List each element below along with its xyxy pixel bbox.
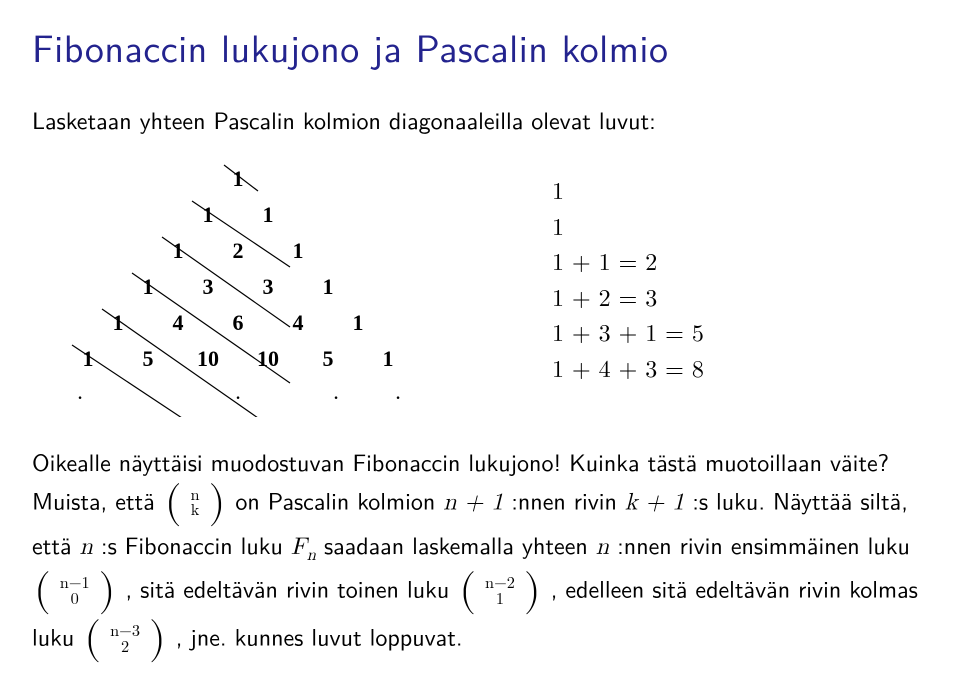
pascal-triangle: 11112113311464115101051····: [46, 155, 446, 425]
equation-line: 1 + 3 + 1 = 5: [552, 317, 704, 353]
equation-line: 1 + 4 + 3 = 8: [552, 353, 704, 389]
pascal-cell: 10: [257, 346, 279, 372]
pascal-cell: 1: [323, 274, 334, 300]
pascal-cell: 1: [203, 202, 214, 228]
pascal-dots: ·: [76, 385, 83, 411]
pascal-cell: 1: [233, 166, 244, 192]
pascal-cell: 2: [233, 238, 244, 264]
pascal-cell: 1: [383, 346, 394, 372]
binom-top: n−3: [110, 625, 140, 640]
body-text: , jne. kunnes luvut loppuvat.: [176, 618, 463, 653]
math-F-sub: n: [307, 547, 316, 564]
binom-stack: n−2 1: [484, 577, 516, 608]
page-title: Fibonaccin lukujono ja Pascalin kolmio: [32, 18, 928, 74]
binom-bot: 1: [485, 592, 515, 607]
math-F: F: [291, 535, 307, 559]
body-paragraph: Oikealle näyttäisi muodostuvan Fibonacci…: [32, 445, 928, 664]
binom-stack: n−3 2: [109, 625, 141, 656]
binom-top: n−1: [60, 577, 90, 592]
math-n-2: n: [596, 535, 609, 559]
pascal-cell: 1: [293, 238, 304, 264]
pascal-cell: 4: [293, 310, 304, 336]
paren-left: (: [165, 481, 182, 524]
pascal-cell: 3: [203, 274, 214, 300]
math-n-plus-1: n + 1: [443, 490, 503, 514]
equation-line: 1 + 2 = 3: [552, 282, 704, 318]
math-n: n: [80, 535, 93, 559]
pascal-cell: 4: [173, 310, 184, 336]
pascal-cell: 6: [233, 310, 244, 336]
pascal-diagonals-svg: [46, 155, 446, 417]
equation-line: 1: [552, 175, 704, 211]
body-text: saadaan laskemalla yhteen: [324, 527, 596, 562]
body-text: :s Fibonaccin luku: [101, 527, 291, 562]
pascal-cell: 1: [353, 310, 364, 336]
paren-right: ): [524, 569, 541, 612]
slide-page: Fibonaccin lukujono ja Pascalin kolmio L…: [0, 0, 960, 700]
pascal-cell: 1: [83, 346, 94, 372]
paren-left: (: [84, 617, 101, 660]
binom-stack: n−1 0: [59, 577, 91, 608]
pascal-cell: 3: [263, 274, 274, 300]
paren-right: ): [149, 617, 166, 660]
binom-n3-2: ( n−3 2 ): [84, 620, 165, 668]
paren-left: (: [459, 569, 476, 612]
paren-right: ): [99, 569, 116, 612]
paren-right: ): [209, 481, 226, 524]
pascal-cell: 1: [143, 274, 154, 300]
binom-n-k: ( n k ): [165, 483, 226, 531]
pascal-cell: 5: [323, 346, 334, 372]
binom-bot: 0: [60, 592, 90, 607]
pascal-dots: ·: [394, 385, 401, 411]
equation-line: 1 + 1 = 2: [552, 246, 704, 282]
body-text: :nnen rivin: [511, 482, 625, 517]
pascal-dots: ·: [234, 385, 241, 411]
binom-bot: k: [191, 504, 200, 519]
body-text: , sitä edeltävän rivin toinen luku: [125, 570, 457, 605]
body-text: :nnen rivin ensimmäinen luku: [617, 527, 910, 562]
equation-column: 111 + 1 = 21 + 2 = 31 + 3 + 1 = 51 + 4 +…: [552, 175, 704, 388]
binom-bot: 2: [110, 640, 140, 655]
pascal-cell: 10: [197, 346, 219, 372]
math-k-plus-1: k + 1: [625, 490, 684, 514]
pascal-cell: 5: [143, 346, 154, 372]
binom-stack: n k: [190, 489, 201, 520]
figure-row: 11112113311464115101051···· 111 + 1 = 21…: [32, 155, 928, 425]
pascal-cell: 1: [263, 202, 274, 228]
pascal-dots: ·: [332, 385, 339, 411]
binom-n1-0: ( n−1 0 ): [34, 572, 115, 620]
paren-left: (: [34, 569, 51, 612]
pascal-cell: 1: [173, 238, 184, 264]
binom-top: n−2: [485, 577, 515, 592]
binom-n2-1: ( n−2 1 ): [459, 572, 540, 620]
intro-text: Lasketaan yhteen Pascalin kolmion diagon…: [32, 102, 928, 137]
binom-top: n: [191, 489, 200, 504]
body-text: on Pascalin kolmion: [235, 482, 443, 517]
pascal-cell: 1: [113, 310, 124, 336]
equation-line: 1: [552, 211, 704, 247]
